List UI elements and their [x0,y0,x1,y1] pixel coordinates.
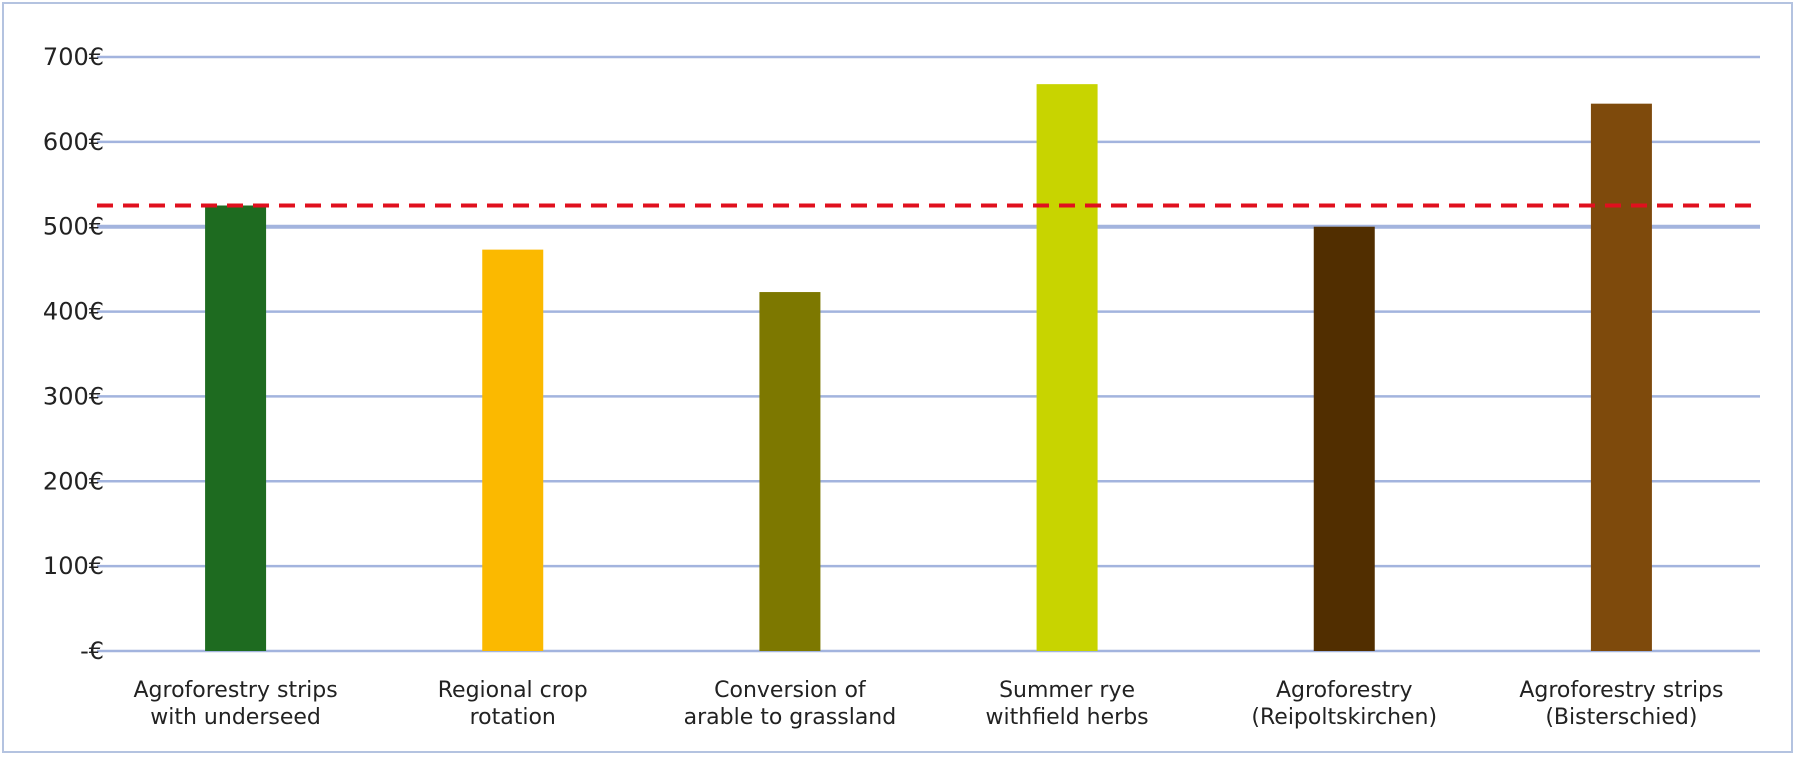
x-category-label: Summer rye withfield herbs [986,678,1149,730]
x-category-label-line: rotation [470,705,556,730]
y-tick-label: 400€ [43,298,104,326]
y-tick-label: 100€ [43,552,104,580]
y-tick-label: 300€ [43,382,104,410]
x-category-label-line: Summer rye [999,678,1135,703]
x-category-label: Regional crop rotation [438,678,588,730]
x-category-label-line: (Bisterschied) [1545,705,1697,730]
bar [759,292,821,651]
bar [1590,103,1652,651]
y-tick-label: 500€ [43,213,104,241]
x-category-label-line: (Reipoltskirchen) [1251,705,1437,730]
y-tick-label: 700€ [43,43,104,71]
x-category-label: Conversion of arable to grassland [684,678,897,730]
x-category-label-line: Agroforestry [1276,678,1413,703]
gridlines [97,55,1760,653]
bar [205,205,267,651]
x-category-label: Agroforestry strips (Bisterschied) [1519,678,1723,730]
bar [1313,226,1375,651]
x-category-label-line: Regional crop [438,678,588,703]
bar [482,249,544,651]
bars [205,84,1652,651]
y-axis-tick-labels: -€ 100€ 200€ 300€ 400€ 500€ 600€ 700€ [43,43,104,665]
y-tick-label: 200€ [43,467,104,495]
x-category-label-line: withfield herbs [986,705,1149,730]
x-category-label: Agroforestry strips with underseed [134,678,338,730]
x-category-label-line: arable to grassland [684,705,897,730]
y-tick-label: -€ [80,637,104,665]
x-category-label-line: with underseed [150,705,321,730]
x-axis-category-labels: Agroforestry strips with underseedRegiona… [134,678,1724,730]
x-category-label-line: Agroforestry strips [1519,678,1723,703]
x-category-label-line: Conversion of [714,678,867,703]
bar [1036,84,1098,651]
y-tick-label: 600€ [43,128,104,156]
x-category-label: Agroforestry (Reipoltskirchen) [1251,678,1437,730]
x-category-label-line: Agroforestry strips [134,678,338,703]
